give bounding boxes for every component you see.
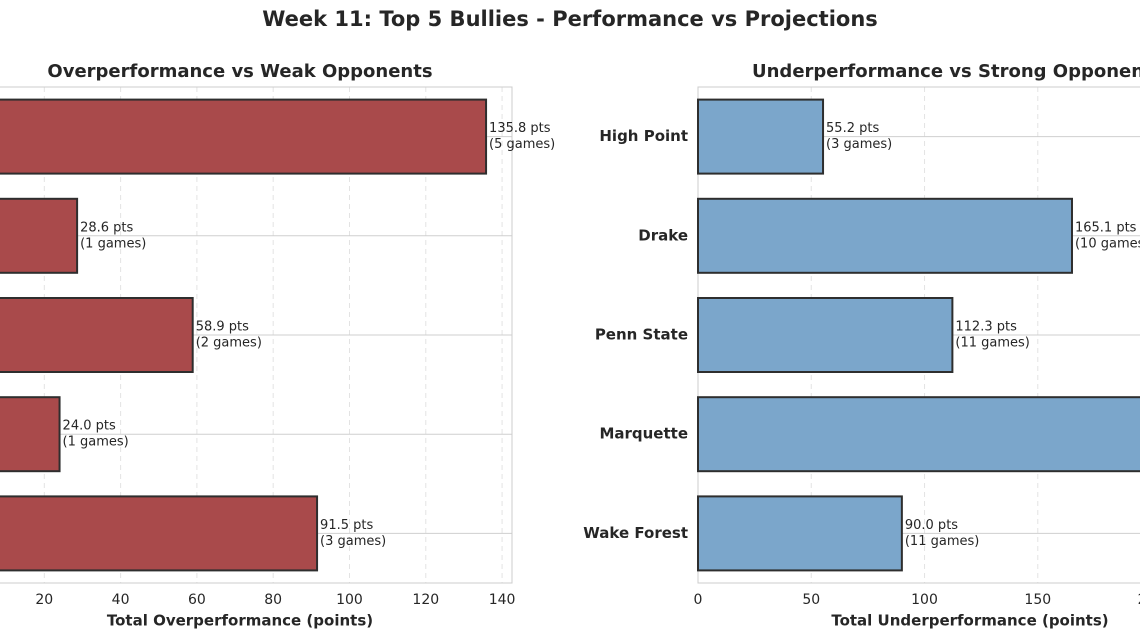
x-tick-label: 80 (264, 592, 282, 608)
y-tick-label: High Point (599, 127, 688, 145)
value-label: 165.1 pts (1075, 220, 1137, 235)
x-tick-label: 150 (1024, 592, 1051, 608)
subplot-title: Overperformance vs Weak Opponents (47, 61, 432, 82)
value-label: 135.8 pts (489, 121, 551, 136)
x-tick-label: 50 (802, 592, 820, 608)
value-label: (11 games) (955, 336, 1029, 351)
y-tick-label: Penn State (595, 326, 688, 344)
value-label: 90.0 pts (905, 518, 958, 533)
value-label: (1 games) (80, 236, 146, 251)
value-label: (11 games) (905, 534, 979, 549)
y-tick-label: Marquette (599, 425, 688, 443)
x-tick-label: 40 (112, 592, 130, 608)
bar (0, 495, 319, 572)
value-label: 24.0 pts (63, 419, 116, 434)
x-tick-label: 60 (188, 592, 206, 608)
bar (0, 197, 79, 274)
figure-title: Week 11: Top 5 Bullies - Performance vs … (262, 7, 878, 31)
bar (0, 396, 61, 473)
bar (0, 98, 488, 175)
value-label: (5 games) (489, 137, 555, 152)
x-tick-label: 0 (694, 592, 703, 608)
value-label: 55.2 pts (826, 121, 879, 136)
y-tick-label: Drake (638, 226, 688, 244)
value-label: 112.3 pts (955, 320, 1017, 335)
value-label: (3 games) (320, 534, 386, 549)
bar (697, 297, 954, 373)
value-label: (3 games) (826, 137, 892, 152)
bar (697, 495, 903, 572)
x-tick-label: 100 (336, 592, 363, 608)
x-tick-label: 20 (35, 592, 53, 608)
bar (0, 297, 194, 373)
x-tick-label: 100 (911, 592, 938, 608)
bar (697, 197, 1073, 274)
x-axis-label: Total Underperformance (points) (831, 612, 1108, 630)
plot-frame (0, 86, 513, 584)
value-label: (1 games) (63, 435, 129, 450)
x-axis-label: Total Overperformance (points) (107, 612, 373, 630)
bar (697, 98, 825, 175)
value-label: 28.6 pts (80, 220, 133, 235)
x-tick-label: 200 (1138, 592, 1140, 608)
x-tick-label: 140 (489, 592, 516, 608)
value-label: (10 games) (1075, 236, 1140, 251)
bar (697, 396, 1140, 473)
y-tick-label: Wake Forest (583, 524, 688, 542)
x-tick-label: 120 (412, 592, 439, 608)
value-label: 91.5 pts (320, 518, 373, 533)
subplot-title: Underperformance vs Strong Opponents (752, 61, 1140, 82)
value-label: 58.9 pts (196, 320, 249, 335)
value-label: (2 games) (196, 336, 262, 351)
